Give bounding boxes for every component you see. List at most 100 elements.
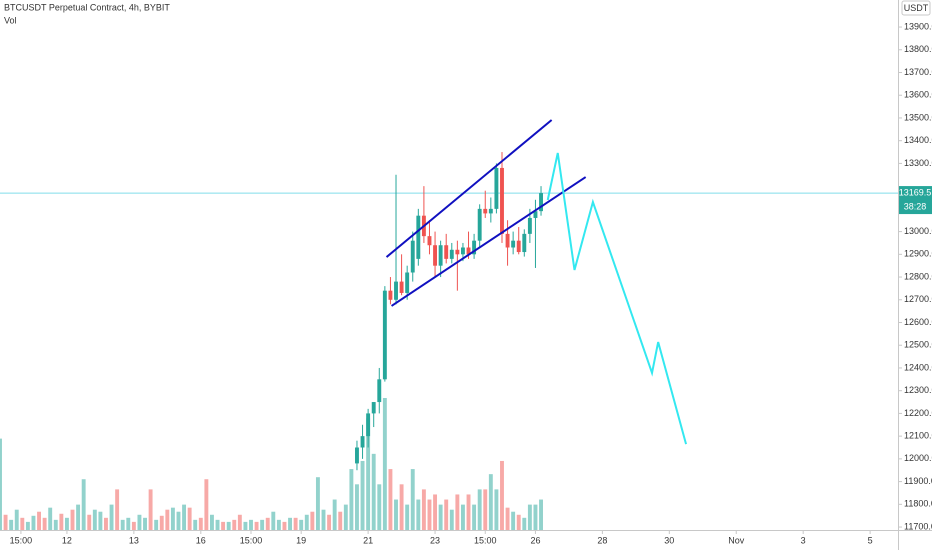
candle-body xyxy=(449,249,454,259)
y-tick-label: 11700.0 xyxy=(904,521,932,531)
volume-bar xyxy=(81,479,86,530)
candle-body xyxy=(427,236,432,246)
volume-bar xyxy=(433,494,438,530)
countdown-label: 38:28 xyxy=(904,201,927,211)
volume-bar xyxy=(455,494,460,530)
candle-body xyxy=(527,217,532,234)
x-tick-label: 12 xyxy=(62,535,72,545)
candle-body xyxy=(405,272,410,293)
volume-bar xyxy=(466,494,471,530)
x-tick-label: 26 xyxy=(530,535,540,545)
y-tick-label: 12600.0 xyxy=(904,317,932,327)
candle-body xyxy=(388,290,393,300)
volume-bar xyxy=(304,514,309,530)
y-tick-label: 12700.0 xyxy=(904,294,932,304)
volume-bar xyxy=(349,469,354,530)
volume-bar xyxy=(449,509,454,530)
candle-body xyxy=(355,447,359,464)
drawing-line xyxy=(546,152,688,445)
volume-bar xyxy=(115,489,120,530)
candle-body xyxy=(360,436,365,448)
y-tick-label: 12200.0 xyxy=(904,408,932,418)
x-tick-label: 28 xyxy=(597,535,607,545)
x-tick-label: 15:00 xyxy=(240,535,263,545)
x-tick-label: 16 xyxy=(196,535,206,545)
candle-body xyxy=(483,208,488,214)
candle-body xyxy=(522,233,527,253)
volume-bar xyxy=(355,484,359,530)
candle-body xyxy=(366,413,371,437)
volume-bar xyxy=(20,517,25,530)
volume-bar xyxy=(522,517,527,530)
volume-bar xyxy=(527,504,532,530)
y-tick-label: 12000.0 xyxy=(904,453,932,463)
candle-body xyxy=(382,290,387,380)
volume-bar xyxy=(382,398,387,530)
volume-bar xyxy=(438,504,443,530)
volume-bar xyxy=(53,519,58,530)
candle-body xyxy=(455,249,460,255)
candle-body xyxy=(500,167,504,234)
volume-bar xyxy=(276,519,281,530)
volume-bar xyxy=(472,504,477,530)
candle-body xyxy=(466,247,471,255)
x-tick-label: 19 xyxy=(296,535,306,545)
y-tick-label: 12900.0 xyxy=(904,249,932,259)
volume-bar xyxy=(516,514,521,530)
volume-bar xyxy=(232,519,237,530)
volume-bar xyxy=(243,521,248,530)
x-tick-label: 30 xyxy=(664,535,674,545)
volume-bar xyxy=(221,521,226,530)
y-tick-label: 11900.0 xyxy=(904,476,932,486)
candle-body xyxy=(511,240,516,248)
volume-bar xyxy=(293,517,298,530)
last-price-box xyxy=(899,186,932,215)
candle-body xyxy=(477,208,482,241)
volume-bar xyxy=(237,514,242,530)
volume-bar xyxy=(539,499,543,530)
volume-bar xyxy=(64,517,69,530)
volume-bar xyxy=(271,511,276,530)
volume-bar xyxy=(25,521,30,530)
y-tick-label: 12400.0 xyxy=(904,362,932,372)
volume-bar xyxy=(394,499,398,530)
y-tick-label: 12800.0 xyxy=(904,271,932,281)
candle-body xyxy=(399,281,404,293)
y-tick-label: 13000.0 xyxy=(904,226,932,236)
volume-bar xyxy=(410,469,415,530)
volume-bar xyxy=(37,511,41,530)
volume-bar xyxy=(444,499,449,530)
volume-bar xyxy=(176,511,181,530)
y-tick-label: 11800.0 xyxy=(904,499,932,509)
candle-body xyxy=(488,208,493,214)
candle-body xyxy=(416,215,421,259)
volume-bar xyxy=(76,504,81,530)
candle-body xyxy=(444,245,449,259)
volume-bar xyxy=(288,517,292,530)
x-tick-label: Nov xyxy=(728,535,745,545)
y-tick-label: 13600.0 xyxy=(904,90,932,100)
volume-bar xyxy=(143,517,147,530)
volume-bar xyxy=(254,521,259,530)
volume-bar xyxy=(109,504,114,530)
volume-bar xyxy=(427,499,432,530)
volume-bar xyxy=(59,513,64,530)
volume-bar xyxy=(31,515,36,530)
volume-bar xyxy=(159,515,164,530)
volume-bar xyxy=(327,514,332,530)
volume-bar xyxy=(477,489,482,530)
volume-bar xyxy=(488,474,493,530)
volume-bar xyxy=(126,517,131,530)
y-tick-label: 13900.0 xyxy=(904,21,932,31)
volume-bar xyxy=(388,469,393,530)
volume-bar xyxy=(360,460,365,530)
volume-bar xyxy=(120,519,125,530)
volume-bar xyxy=(483,489,488,530)
volume-bar xyxy=(260,519,265,530)
volume-bar xyxy=(87,514,92,530)
volume-bar xyxy=(154,519,159,530)
volume-bar xyxy=(343,504,348,530)
x-tick-label: 15:00 xyxy=(474,535,497,545)
